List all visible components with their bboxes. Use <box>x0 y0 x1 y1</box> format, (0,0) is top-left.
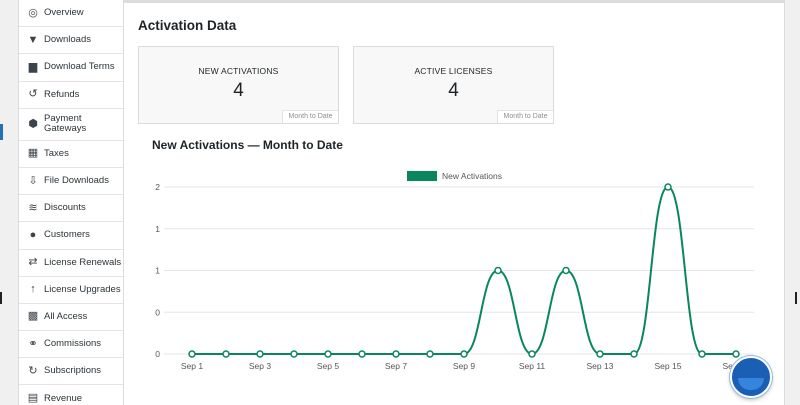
card-footnote: Month to Date <box>282 110 338 123</box>
sidebar-item-commissions[interactable]: ⚭ Commissions <box>19 331 123 359</box>
data-point <box>460 350 468 358</box>
folder-icon: ▆ <box>28 60 38 73</box>
x-tick-label: Sep 13 <box>587 361 614 371</box>
users-icon: ● <box>29 228 37 241</box>
sidebar-item-label: Payment Gateways <box>44 113 87 135</box>
x-tick-label: Sep 1 <box>181 361 203 371</box>
sidebar-item-all-access[interactable]: ▩ All Access <box>19 304 123 332</box>
data-point <box>528 350 536 358</box>
legend-swatch <box>407 171 437 181</box>
legend-label: New Activations <box>442 171 502 181</box>
y-tick-label: 1 <box>155 224 160 234</box>
sidebar-item-license-renewals[interactable]: ⇄ License Renewals <box>19 250 123 277</box>
card-value: 4 <box>448 80 459 101</box>
chart-title: New Activations — Month to Date <box>152 138 343 152</box>
card-label: ACTIVE LICENSES <box>414 66 493 76</box>
sidebar-item-discounts[interactable]: ≋ Discounts <box>19 195 123 223</box>
refresh-icon: ↻ <box>28 364 38 377</box>
sidebar-item-payment-gateways[interactable]: ⬢ Payment Gateways <box>19 109 123 141</box>
sidebar-item-label: Discounts <box>44 202 86 214</box>
sidebar-item-label: Download Terms <box>44 61 115 73</box>
gateways-icon: ⬢ <box>28 117 38 130</box>
help-chat-icon[interactable] <box>730 356 772 398</box>
edge-marker <box>795 292 797 304</box>
undo-icon: ↺ <box>28 88 38 101</box>
page-title: Activation Data <box>138 18 237 33</box>
activations-line-chart: New Activations 0 0 1 1 2 Sep 1 Sep 3 Sep 5 Sep 7… <box>155 171 754 371</box>
data-point <box>426 350 434 358</box>
card-value: 4 <box>233 80 244 101</box>
data-point <box>562 266 570 275</box>
chart-icon: ▤ <box>27 392 39 405</box>
sidebar-item-label: Customers <box>44 229 90 241</box>
sidebar-item-label: Subscriptions <box>44 365 102 377</box>
sidebar-item-label: Revenue <box>44 392 83 404</box>
sidebar-item-label: Downloads <box>44 34 91 46</box>
data-point <box>596 350 604 358</box>
arrow-up-icon: ↑ <box>30 283 36 296</box>
sidebar-item-revenue[interactable]: ▤ Revenue <box>19 385 123 405</box>
y-tick-label: 0 <box>155 349 160 359</box>
sidebar-item-label: License Renewals <box>44 256 122 268</box>
right-edge <box>784 0 800 405</box>
sidebar-item-label: File Downloads <box>44 175 109 187</box>
data-point <box>188 350 196 358</box>
y-tick-label: 1 <box>155 266 160 276</box>
data-point <box>698 350 706 358</box>
sidebar-item-refunds[interactable]: ↺ Refunds <box>19 82 123 109</box>
new-activations-card: NEW ACTIVATIONS 4 Month to Date <box>138 46 339 124</box>
sidebar-item-label: Refunds <box>44 88 80 100</box>
sidebar-item-label: Taxes <box>44 147 69 159</box>
sidebar-item-subscriptions[interactable]: ↻ Subscriptions <box>19 358 123 386</box>
sidebar-item-label: License Upgrades <box>44 283 121 295</box>
tag-icon: ≋ <box>28 201 38 214</box>
active-licenses-card: ACTIVE LICENSES 4 Month to Date <box>353 46 554 124</box>
data-point <box>324 350 332 358</box>
data-point <box>664 183 672 191</box>
data-point <box>392 350 400 358</box>
main-panel: Activation Data NEW ACTIVATIONS 4 Month … <box>124 0 784 405</box>
x-tick-label: Sep 7 <box>385 361 407 371</box>
renew-icon: ⇄ <box>28 256 38 269</box>
sidebar-item-label: Overview <box>44 7 84 19</box>
data-point <box>732 350 740 358</box>
sidebar-item-label: Commissions <box>44 338 102 350</box>
dashboard-icon: ◎ <box>28 6 38 19</box>
x-tick-label: Sep 15 <box>655 361 682 371</box>
sidebar-item-overview[interactable]: ◎ Overview <box>19 0 123 28</box>
x-tick-label: Sep 5 <box>317 361 339 371</box>
sidebar-item-label: All Access <box>44 310 88 322</box>
sidebar-item-license-upgrades[interactable]: ↑ License Upgrades <box>19 277 123 304</box>
left-edge <box>0 0 18 405</box>
grid-icon: ▩ <box>27 310 39 323</box>
receipt-icon: ▦ <box>27 147 39 160</box>
sidebar-item-download-terms[interactable]: ▆ Download Terms <box>19 54 123 82</box>
data-point <box>290 350 298 358</box>
sidebar-item-taxes[interactable]: ▦ Taxes <box>19 141 123 168</box>
x-tick-label: Sep 3 <box>249 361 271 371</box>
data-point <box>222 350 230 358</box>
chart-legend: New Activations <box>407 171 502 181</box>
edge-marker <box>0 292 2 304</box>
data-point <box>256 350 264 358</box>
data-point <box>358 350 366 358</box>
x-tick-label: Sep 11 <box>519 361 546 371</box>
sidebar-item-downloads[interactable]: ▼ Downloads <box>19 27 123 55</box>
x-tick-label: Sep 9 <box>453 361 475 371</box>
download-icon: ▼ <box>27 33 39 46</box>
y-tick-label: 2 <box>155 182 160 192</box>
data-point <box>494 266 502 275</box>
people-group-icon: ⚭ <box>28 337 38 350</box>
file-download-icon: ⇩ <box>28 174 38 187</box>
sidebar-item-file-downloads[interactable]: ⇩ File Downloads <box>19 168 123 196</box>
data-point <box>630 350 638 358</box>
sidebar-nav: ◎ Overview ▼ Downloads ▆ Download Terms ↺ Refun… <box>18 0 124 405</box>
card-footnote: Month to Date <box>497 110 553 123</box>
active-indicator <box>0 124 3 140</box>
card-label: NEW ACTIVATIONS <box>198 66 279 76</box>
sidebar-item-customers[interactable]: ● Customers <box>19 222 123 250</box>
y-tick-label: 0 <box>155 307 160 317</box>
